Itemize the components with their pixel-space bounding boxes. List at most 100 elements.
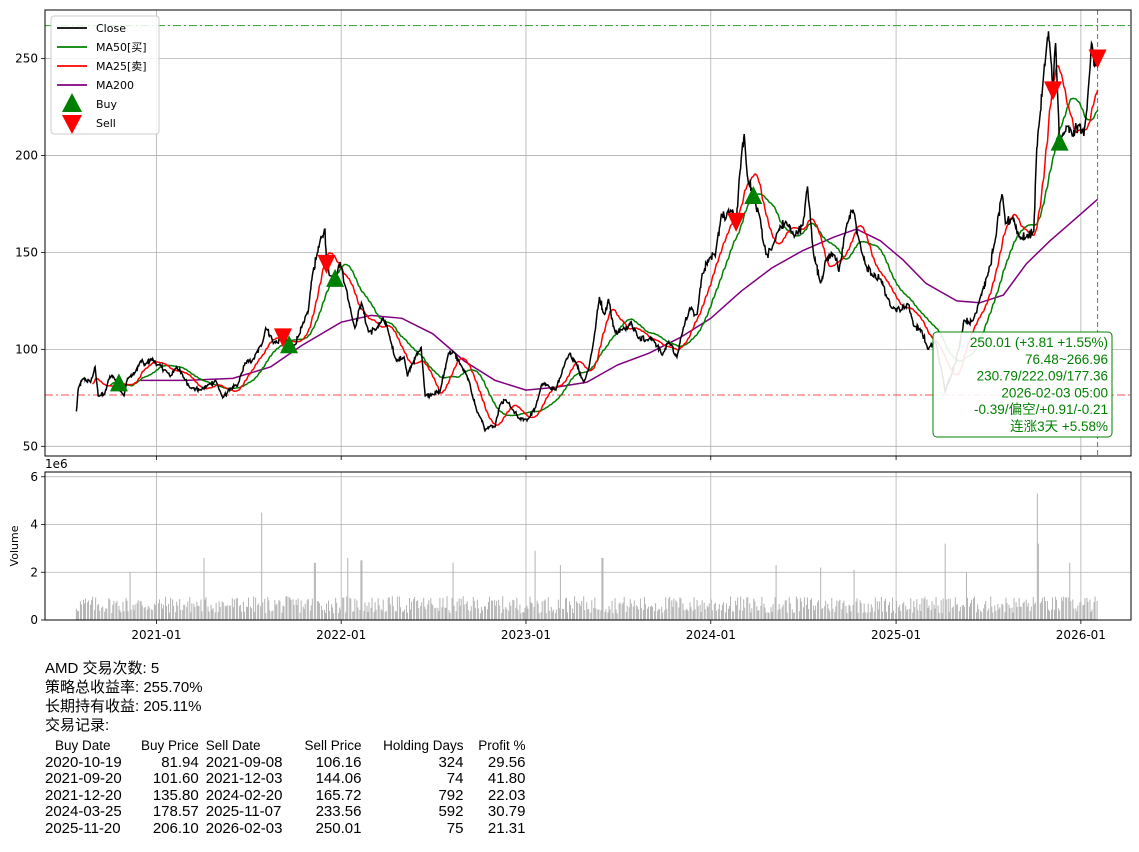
volume-bar bbox=[90, 604, 92, 620]
volume-bar bbox=[367, 611, 369, 620]
volume-bar bbox=[1008, 604, 1010, 620]
volume-bar bbox=[250, 606, 252, 620]
volume-bar bbox=[916, 599, 918, 620]
volume-bar bbox=[126, 600, 128, 620]
volume-bar bbox=[510, 605, 512, 620]
volume-bar bbox=[476, 599, 478, 620]
volume-bar bbox=[587, 609, 589, 620]
volume-bar bbox=[931, 601, 933, 620]
volume-bar bbox=[841, 609, 843, 620]
volume-bar bbox=[768, 613, 770, 620]
volume-bar bbox=[798, 611, 800, 620]
volume-bar bbox=[506, 608, 508, 620]
volume-bar bbox=[843, 600, 845, 620]
volume-bar bbox=[907, 609, 909, 620]
volume-bar bbox=[520, 613, 522, 620]
volume-bar bbox=[463, 604, 465, 620]
volume-bar bbox=[811, 598, 813, 620]
volume-bar bbox=[1026, 606, 1028, 620]
volume-bar bbox=[302, 606, 304, 620]
volume-bar bbox=[1068, 597, 1070, 620]
volume-bar bbox=[254, 612, 256, 620]
volume-bar bbox=[297, 598, 299, 620]
volume-bar bbox=[526, 605, 528, 620]
volume-bar bbox=[282, 605, 284, 620]
volume-bar bbox=[574, 596, 576, 620]
volume-bar bbox=[343, 597, 345, 620]
volume-y-tick-label: 6 bbox=[30, 470, 38, 484]
volume-bar bbox=[1096, 600, 1098, 620]
volume-bar bbox=[581, 600, 583, 620]
volume-bar bbox=[1062, 600, 1064, 620]
volume-bar bbox=[208, 611, 210, 620]
cell-buy-date: 2020-10-19 bbox=[45, 753, 122, 771]
volume-bar bbox=[451, 597, 453, 620]
volume-bar bbox=[488, 601, 490, 620]
volume-bar bbox=[354, 598, 356, 620]
volume-bar bbox=[795, 596, 797, 620]
volume-bar bbox=[531, 603, 533, 620]
volume-bar bbox=[491, 600, 493, 620]
volume-bar bbox=[424, 606, 426, 620]
volume-bar bbox=[1070, 601, 1072, 620]
volume-bar bbox=[558, 608, 560, 620]
sell-marker bbox=[1088, 49, 1107, 69]
volume-bar bbox=[902, 603, 904, 620]
volume-bar bbox=[224, 605, 226, 620]
volume-bar bbox=[201, 611, 203, 620]
volume-bar bbox=[876, 601, 878, 620]
volume-bar bbox=[513, 600, 515, 620]
volume-bar bbox=[477, 608, 479, 620]
volume-bar bbox=[269, 610, 271, 620]
volume-bar bbox=[704, 609, 706, 620]
volume-bar bbox=[141, 605, 143, 620]
volume-bar bbox=[474, 607, 476, 620]
volume-bar bbox=[243, 611, 245, 620]
volume-bar bbox=[232, 607, 234, 620]
volume-bar bbox=[662, 612, 664, 620]
x-tick-label: 2024-01 bbox=[686, 628, 736, 642]
volume-bar bbox=[1054, 609, 1056, 620]
volume-bar bbox=[829, 611, 831, 620]
table-row: 2024-03-25 178.57 2025-11-07 233.56 592 … bbox=[45, 803, 532, 821]
sell-marker bbox=[317, 254, 336, 274]
volume-bar bbox=[732, 611, 734, 620]
volume-bar bbox=[747, 597, 749, 620]
volume-bar bbox=[494, 599, 496, 620]
volume-bar bbox=[838, 601, 840, 620]
volume-bar bbox=[279, 601, 281, 620]
volume-bar bbox=[565, 597, 567, 620]
volume-bar bbox=[182, 610, 184, 620]
volume-bar bbox=[268, 600, 270, 620]
volume-bar bbox=[432, 605, 434, 620]
volume-bar bbox=[934, 608, 936, 620]
volume-bar bbox=[737, 597, 739, 620]
volume-bar bbox=[685, 609, 687, 620]
volume-bar bbox=[278, 600, 280, 620]
volume-bar bbox=[480, 606, 482, 620]
volume-bar bbox=[407, 612, 409, 620]
price-y-tick-label: 250 bbox=[15, 51, 38, 65]
volume-bar bbox=[255, 597, 257, 620]
x-tick-label: 2026-01 bbox=[1056, 628, 1106, 642]
summary-buy-hold-return: 长期持有收益: 205.11% bbox=[45, 698, 202, 715]
volume-bar bbox=[221, 601, 223, 620]
volume-bar bbox=[414, 596, 416, 620]
volume-bar bbox=[1089, 599, 1091, 620]
cell-buy-price: 135.80 bbox=[152, 786, 199, 804]
volume-bar bbox=[448, 610, 450, 620]
volume-bar bbox=[593, 607, 595, 620]
price-series bbox=[75, 31, 1099, 433]
volume-bar bbox=[586, 602, 588, 620]
volume-bar bbox=[831, 597, 833, 620]
volume-bar bbox=[637, 609, 639, 620]
volume-bar bbox=[893, 610, 895, 620]
volume-bar bbox=[164, 596, 166, 620]
volume-bar bbox=[154, 605, 156, 620]
col-buy-date: Buy Date bbox=[55, 738, 111, 753]
volume-bar bbox=[696, 599, 698, 620]
volume-bar bbox=[1082, 605, 1084, 620]
volume-plot-frame bbox=[44, 471, 1132, 621]
volume-bar bbox=[898, 607, 900, 620]
volume-bar bbox=[328, 600, 330, 620]
